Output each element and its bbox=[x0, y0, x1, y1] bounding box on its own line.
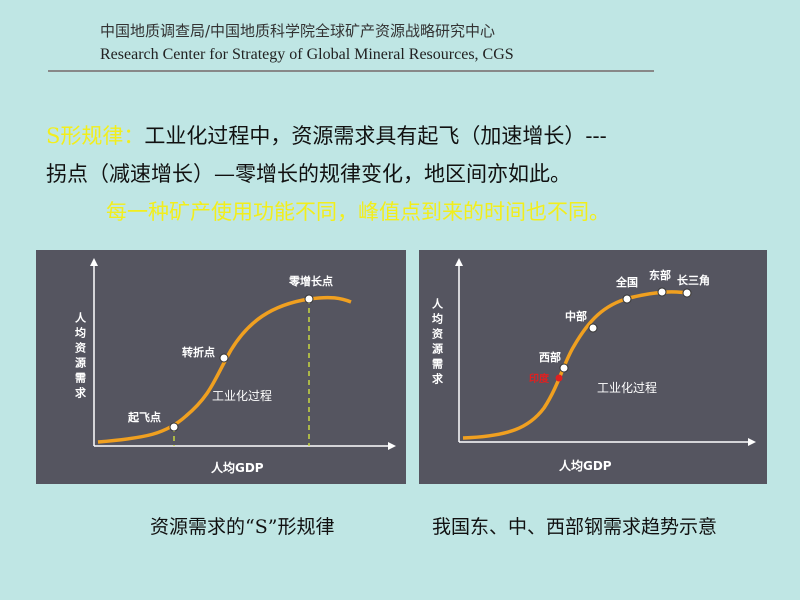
header-divider bbox=[48, 70, 654, 72]
turning-label: 转折点 bbox=[182, 345, 215, 359]
y-axis-arrow bbox=[455, 258, 463, 266]
left-diagram-caption: 资源需求的“S”形规律 bbox=[150, 516, 335, 538]
s-curve-svg-right: 印度 西部 中部 全国 东部 长三角 工业化过程 人均GDP 人均资源需求 bbox=[431, 258, 756, 473]
west-point bbox=[559, 363, 569, 373]
east-label: 东部 bbox=[649, 268, 671, 282]
y-axis-label: 人均资源需求 bbox=[431, 297, 444, 388]
turning-point bbox=[219, 353, 229, 363]
yangtze-delta-point bbox=[682, 288, 692, 298]
x-axis-arrow bbox=[748, 438, 756, 446]
statement-line-1: S形规律：工业化过程中，资源需求具有起飞（加速增长）--- bbox=[46, 120, 776, 150]
west-label: 西部 bbox=[539, 350, 561, 364]
takeoff-label: 起飞点 bbox=[127, 410, 161, 424]
x-axis-arrow bbox=[388, 442, 396, 450]
x-axis-label: 人均GDP bbox=[211, 460, 264, 475]
statement-line-1-text: 工业化过程中，资源需求具有起飞（加速增长）--- bbox=[144, 124, 607, 148]
s-curve bbox=[97, 295, 352, 444]
zero-growth-label: 零增长点 bbox=[288, 274, 333, 288]
s-curve bbox=[462, 290, 692, 440]
central-point bbox=[588, 323, 598, 333]
national-point bbox=[622, 294, 632, 304]
yangtze-delta-label: 长三角 bbox=[677, 273, 710, 287]
central-label: 中部 bbox=[565, 309, 587, 323]
s-curve-diagram-left: 起飞点 转折点 零增长点 工业化过程 人均GDP 人均资源需求 bbox=[36, 250, 406, 484]
takeoff-point bbox=[169, 422, 179, 432]
curve-label: 工业化过程 bbox=[212, 388, 272, 403]
y-axis-arrow bbox=[90, 258, 98, 266]
east-point bbox=[657, 287, 667, 297]
y-axis-label: 人均资源需求 bbox=[74, 311, 87, 402]
statement-line-3: 每一种矿产使用功能不同，峰值点到来的时间也不同。 bbox=[106, 200, 610, 224]
national-label: 全国 bbox=[615, 275, 638, 289]
s-curve-diagram-right: 印度 西部 中部 全国 东部 长三角 工业化过程 人均GDP 人均资源需求 bbox=[419, 250, 767, 484]
header-chinese-title: 中国地质调查局/中国地质科学院全球矿产资源战略研究中心 bbox=[100, 22, 496, 40]
zero-growth-point bbox=[304, 294, 314, 304]
statement-highlight: S形规律： bbox=[46, 124, 145, 148]
s-curve-svg-left: 起飞点 转折点 零增长点 工业化过程 人均GDP 人均资源需求 bbox=[74, 258, 396, 475]
statement-line-2: 拐点（减速增长）—零增长的规律变化，地区间亦如此。 bbox=[46, 162, 571, 186]
header-english-title: Research Center for Strategy of Global M… bbox=[100, 46, 514, 63]
india-point bbox=[555, 374, 563, 382]
right-diagram-caption: 我国东、中、西部钢需求趋势示意 bbox=[432, 516, 718, 538]
curve-label: 工业化过程 bbox=[597, 380, 657, 395]
india-label: 印度 bbox=[529, 372, 550, 385]
x-axis-label: 人均GDP bbox=[559, 458, 612, 473]
